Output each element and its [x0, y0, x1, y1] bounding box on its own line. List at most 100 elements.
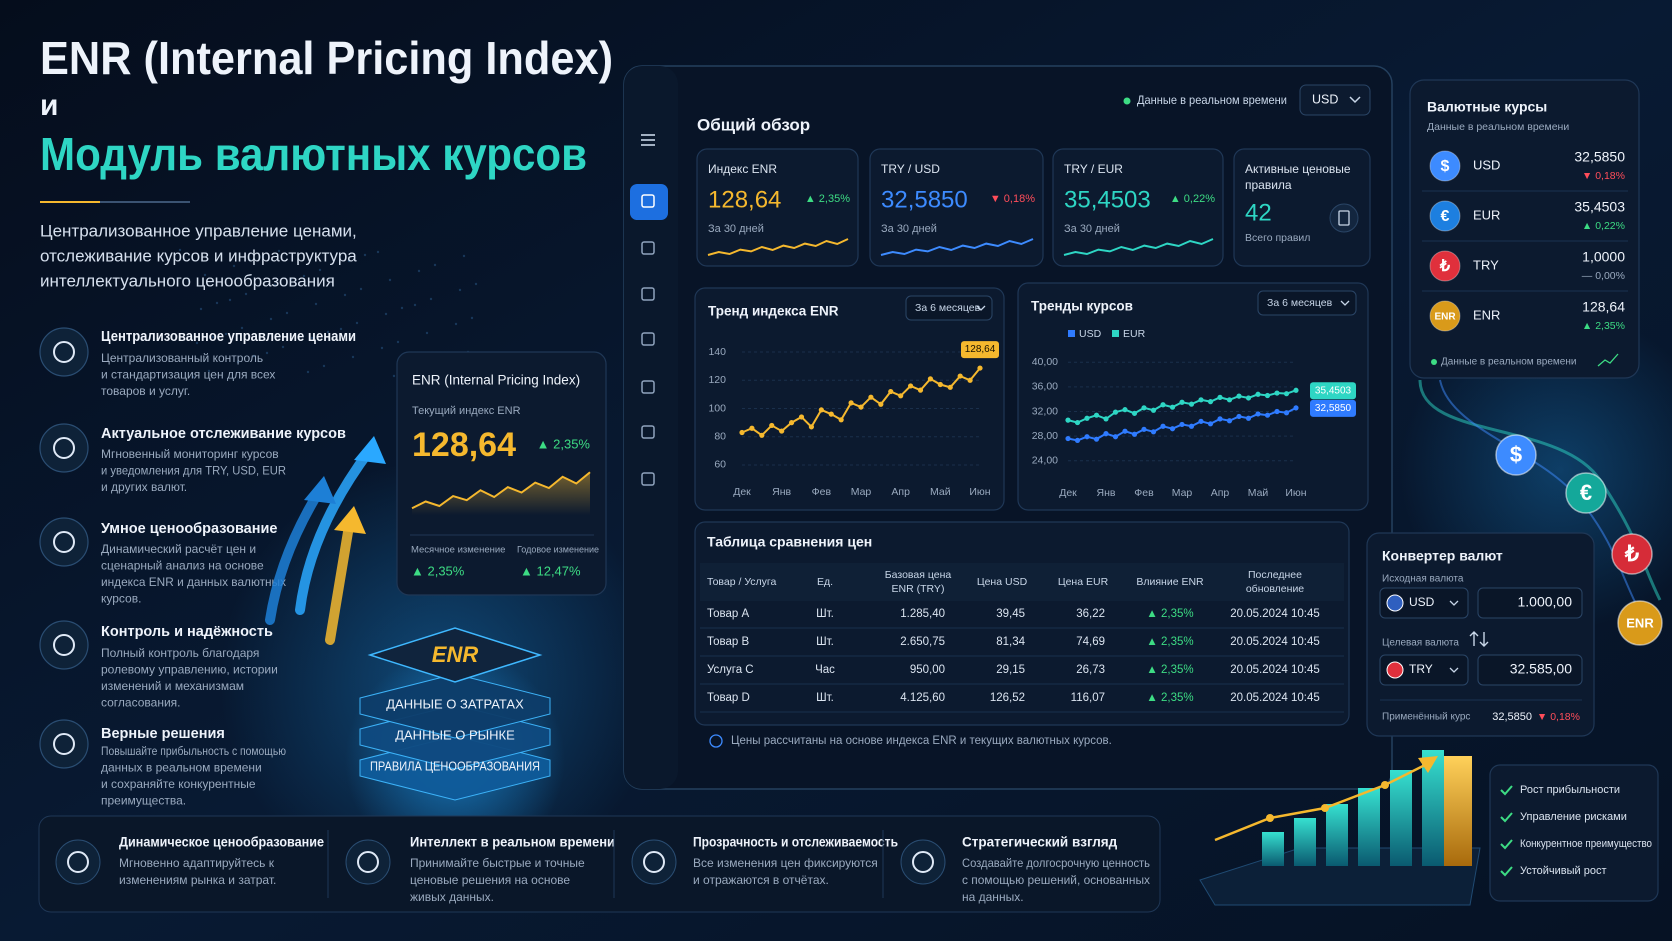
nav-icon[interactable]: [641, 332, 655, 346]
map-dot: [470, 316, 474, 320]
map-dot: [236, 360, 240, 364]
feature-text: Централизованный контроль: [101, 351, 263, 365]
x-tick-label: Янв: [1097, 487, 1116, 499]
arrow: [265, 485, 325, 625]
table-cell: ▲ 2,35%: [1146, 636, 1193, 648]
point: [828, 411, 834, 417]
map-dot: [273, 283, 277, 287]
period-value[interactable]: За 6 месяцев: [1267, 297, 1333, 309]
period-value[interactable]: За 6 месяцев: [915, 302, 981, 314]
point: [907, 383, 914, 389]
table-header: обновление: [1246, 583, 1304, 595]
sparkline: [411, 471, 591, 510]
point: [1160, 423, 1166, 429]
map-dot: [347, 259, 351, 263]
map-dot: [413, 303, 417, 307]
table-cell: 4.125,60: [900, 692, 945, 704]
currency-value[interactable]: USD: [1409, 595, 1435, 609]
y-tick-label: 120: [708, 374, 726, 386]
nav-icon[interactable]: [641, 287, 655, 301]
point: [878, 401, 884, 407]
feature-text: преимущества.: [101, 794, 186, 808]
kpi-card: [1052, 148, 1224, 267]
point: [1169, 426, 1176, 432]
period-select[interactable]: [905, 295, 993, 321]
feature-icon: [39, 620, 89, 670]
table-cell: 950,00: [910, 664, 945, 676]
converter-title: Конвертер валют: [1382, 548, 1503, 564]
table-header: Ед.: [817, 576, 833, 588]
feature-icon: [39, 327, 89, 377]
y-tick-label: 36,00: [1032, 381, 1058, 393]
map-dot: [203, 273, 207, 277]
table-cell: ▲ 2,35%: [1146, 692, 1193, 704]
point: [1274, 408, 1280, 415]
kpi-value: 35,4503: [1064, 186, 1151, 213]
live-status: Данные в реальном времени: [1137, 93, 1287, 107]
point: [798, 414, 805, 420]
point: [818, 407, 824, 413]
benefit-title: Динамическое ценообразование: [119, 835, 324, 850]
value-label-box: [961, 341, 999, 359]
point: [1150, 407, 1157, 413]
benefit-text: Принимайте быстрые и точные: [410, 856, 585, 870]
currency-rate: 32,5850: [1574, 149, 1625, 165]
y-tick-label: 100: [708, 402, 726, 414]
feature-text: изменений и механизмам: [101, 679, 244, 693]
map-dot: [277, 249, 281, 253]
check-icon: [1500, 866, 1513, 877]
table-cell: 116,07: [1071, 692, 1105, 704]
x-tick-label: Дек: [1059, 487, 1077, 499]
nav-icon[interactable]: [641, 380, 655, 394]
map-dot: [195, 341, 199, 345]
currency-select[interactable]: [1299, 84, 1371, 116]
map-dot: [355, 321, 359, 325]
feature-title: Умное ценообразование: [101, 521, 277, 537]
currency-value[interactable]: TRY: [1409, 662, 1433, 676]
map-dot: [310, 336, 314, 340]
bottom-icon-glyph: [357, 851, 379, 873]
stack-label: ПРАВИЛА ЦЕНООБРАЗОВАНИЯ: [370, 758, 540, 773]
point: [1198, 397, 1204, 403]
nav-icon[interactable]: [641, 241, 655, 255]
currency-value[interactable]: USD: [1312, 92, 1338, 106]
amount-value[interactable]: 32.585,00: [1510, 661, 1572, 677]
point: [898, 393, 904, 399]
point: [917, 387, 924, 393]
amount-field[interactable]: [1477, 654, 1583, 686]
x-tick-label: Июн: [1285, 487, 1306, 499]
table-cell: 29,15: [996, 664, 1025, 676]
map-dot: [285, 311, 289, 315]
currency-select[interactable]: [1379, 654, 1469, 686]
rate-label: Применённый курс: [1382, 712, 1470, 723]
flag: [1386, 594, 1404, 612]
point: [739, 429, 745, 436]
arrow: [295, 445, 375, 615]
legend-swatch: [1068, 330, 1075, 337]
legend-label: USD: [1079, 328, 1102, 340]
benefit-text: на данных.: [962, 890, 1024, 904]
swap-icon: [1469, 631, 1489, 647]
currency-select[interactable]: [1379, 587, 1469, 619]
currency-code: TRY: [1473, 257, 1499, 272]
nav-icon[interactable]: [641, 472, 655, 486]
map-dot: [343, 293, 347, 297]
map-dot: [248, 258, 252, 262]
table-title: Таблица сравнения цен: [707, 534, 872, 550]
chevron: [1449, 667, 1459, 673]
point: [1226, 418, 1233, 424]
bottom-icon-glyph: [912, 851, 934, 873]
amount-value[interactable]: 1.000,00: [1518, 594, 1573, 610]
period-select[interactable]: [1257, 290, 1357, 316]
nav-icon[interactable]: [641, 425, 655, 439]
sidebar-active[interactable]: [630, 184, 668, 220]
feature-text: и других валют.: [101, 480, 187, 494]
nav-icon[interactable]: [641, 194, 655, 208]
table-cell: ▲ 2,35%: [1146, 664, 1193, 676]
point: [937, 381, 943, 388]
amount-field[interactable]: [1477, 587, 1583, 619]
card-value: 128,64: [412, 426, 516, 464]
kpi-label: TRY / EUR: [1064, 162, 1123, 176]
point: [1293, 387, 1299, 393]
